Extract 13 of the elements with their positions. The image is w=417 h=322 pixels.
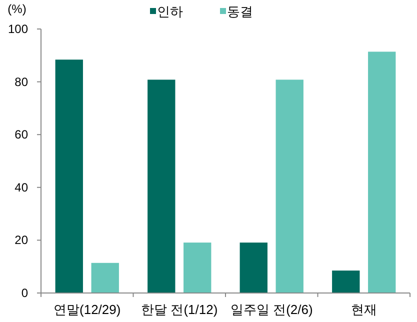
y-axis-title: (%) [8,2,26,16]
y-tick-label: 60 [14,128,28,142]
x-tick-label: 연말(12/29) [54,302,121,317]
x-tick-label: 현재 [350,302,377,317]
legend-label: 동결 [227,4,253,19]
y-tick-label: 20 [14,233,28,248]
x-tick-label: 일주일 전(2/6) [230,302,313,317]
y-tick-label: 80 [14,74,28,89]
legend-label: 인하 [157,4,183,19]
y-tick-label: 100 [8,22,28,36]
x-tick-label: 한달 전(1/12) [141,302,218,317]
y-tick-label: 0 [21,286,28,300]
y-tick-label: 40 [14,180,28,194]
